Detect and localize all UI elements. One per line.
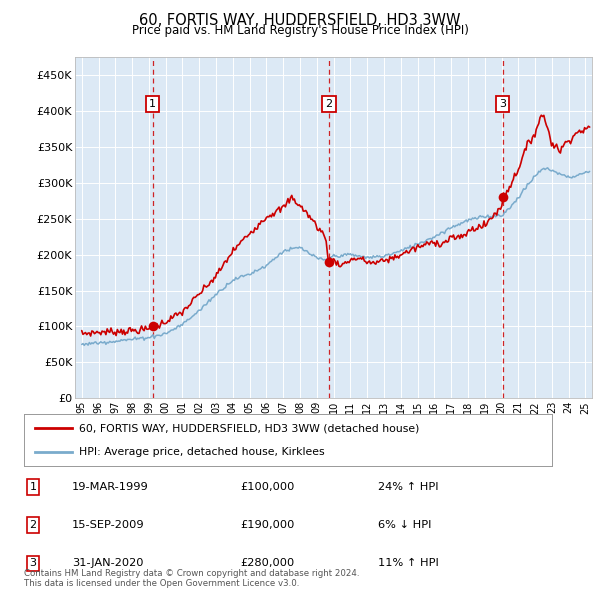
Text: 60, FORTIS WAY, HUDDERSFIELD, HD3 3WW (detached house): 60, FORTIS WAY, HUDDERSFIELD, HD3 3WW (d… [79, 423, 420, 433]
Text: 3: 3 [29, 559, 37, 568]
Text: 2: 2 [325, 99, 332, 109]
Text: 60, FORTIS WAY, HUDDERSFIELD, HD3 3WW: 60, FORTIS WAY, HUDDERSFIELD, HD3 3WW [139, 13, 461, 28]
Text: £280,000: £280,000 [240, 559, 294, 568]
Text: 19-MAR-1999: 19-MAR-1999 [72, 482, 149, 491]
Text: £190,000: £190,000 [240, 520, 295, 530]
Text: 31-JAN-2020: 31-JAN-2020 [72, 559, 143, 568]
Text: HPI: Average price, detached house, Kirklees: HPI: Average price, detached house, Kirk… [79, 447, 325, 457]
Text: 2: 2 [29, 520, 37, 530]
Text: 15-SEP-2009: 15-SEP-2009 [72, 520, 145, 530]
Text: 6% ↓ HPI: 6% ↓ HPI [378, 520, 431, 530]
Text: 11% ↑ HPI: 11% ↑ HPI [378, 559, 439, 568]
Text: 24% ↑ HPI: 24% ↑ HPI [378, 482, 439, 491]
Text: £100,000: £100,000 [240, 482, 295, 491]
Text: Contains HM Land Registry data © Crown copyright and database right 2024.
This d: Contains HM Land Registry data © Crown c… [24, 569, 359, 588]
Text: 1: 1 [29, 482, 37, 491]
Text: 3: 3 [499, 99, 506, 109]
Text: Price paid vs. HM Land Registry's House Price Index (HPI): Price paid vs. HM Land Registry's House … [131, 24, 469, 37]
Text: 1: 1 [149, 99, 156, 109]
